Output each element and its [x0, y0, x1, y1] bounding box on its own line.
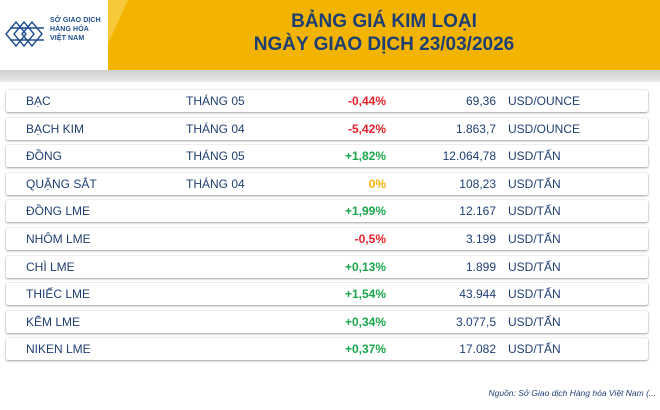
- commodity-name: BẠC: [26, 94, 51, 108]
- title-line-1: BẢNG GIÁ KIM LOẠI: [291, 11, 477, 32]
- price-change: +1,54%: [344, 287, 386, 302]
- price-value: 12.064,78: [442, 149, 496, 164]
- price-unit: USD/OUNCE: [508, 94, 581, 108]
- commodity-name: QUẶNG SẮT: [26, 176, 97, 191]
- price-change: +1,99%: [344, 204, 386, 219]
- logo-line-3: VIỆT NAM: [50, 35, 85, 42]
- price-change: -5,42%: [347, 121, 386, 136]
- price-change: -0,44%: [347, 94, 386, 108]
- price-change: +1,82%: [344, 149, 386, 164]
- commodity-name: THIẾC LME: [26, 287, 91, 302]
- table-row: THIẾC LME +1,54% 43.944 USD/TẤN: [6, 283, 648, 306]
- price-unit: USD/TẤN: [508, 259, 561, 274]
- price-unit: USD/OUNCE: [508, 121, 581, 136]
- price-value: 12.167: [459, 204, 496, 219]
- price-change: -0,5%: [354, 231, 386, 246]
- price-change: +0,37%: [344, 342, 386, 357]
- source-note: Nguồn: Sở Giao dịch Hàng hóa Việt Nam (.…: [488, 388, 656, 398]
- title-line-2: NGÀY GIAO DỊCH 23/03/2026: [253, 34, 515, 55]
- price-value: 3.077,5: [455, 314, 496, 329]
- price-unit: USD/TẤN: [508, 342, 561, 357]
- price-unit: USD/TẤN: [508, 176, 561, 191]
- commodity-name: NIKEN LME: [26, 342, 91, 357]
- logo-text: SỞ GIAO DỊCH HÀNG HÓA VIỆT NAM: [50, 16, 108, 43]
- price-change: 0%: [368, 176, 386, 191]
- commodity-name: NHÔM LME: [26, 231, 91, 246]
- price-value: 69,36: [465, 94, 496, 108]
- price-unit: USD/TẤN: [508, 149, 561, 164]
- header: SỞ GIAO DỊCH HÀNG HÓA VIỆT NAM BẢNG GIÁ …: [0, 0, 660, 70]
- price-value: 1.863,7: [455, 121, 496, 136]
- contract-month: THÁNG 04: [186, 121, 245, 136]
- price-value: 108,23: [459, 176, 496, 191]
- logo: SỞ GIAO DỊCH HÀNG HÓA VIỆT NAM: [0, 0, 108, 70]
- price-value: 1.899: [465, 259, 496, 274]
- price-value: 43.944: [459, 287, 496, 302]
- table-row: NIKEN LME +0,37% 17.082 USD/TẤN: [6, 338, 648, 361]
- commodity-name: ĐỒNG LME: [26, 204, 91, 219]
- contract-month: THÁNG 05: [186, 94, 245, 108]
- price-unit: USD/TẤN: [508, 287, 561, 302]
- commodity-name: BẠCH KIM: [26, 121, 85, 136]
- commodity-name: ĐỒNG: [26, 149, 62, 164]
- table-row: NHÔM LME -0,5% 3.199 USD/TẤN: [6, 227, 648, 250]
- table-row: ĐỒNG THÁNG 05 +1,82% 12.064,78 USD/TẤN: [6, 145, 648, 168]
- price-value: 3.199: [465, 231, 496, 246]
- price-value: 17.082: [459, 342, 496, 357]
- price-unit: USD/TẤN: [508, 231, 561, 246]
- table-row: QUẶNG SẮT THÁNG 04 0% 108,23 USD/TẤN: [6, 172, 648, 195]
- price-unit: USD/TẤN: [508, 204, 561, 219]
- contract-month: THÁNG 04: [186, 176, 245, 191]
- price-table: BẠC THÁNG 05 -0,44% 69,36 USD/OUNCE BẠCH KIM T…: [6, 90, 648, 366]
- header-divider: [0, 70, 660, 82]
- contract-month: THÁNG 05: [186, 149, 245, 164]
- logo-line-2: HÀNG HÓA: [50, 26, 89, 33]
- price-change: +0,34%: [344, 314, 386, 329]
- price-unit: USD/TẤN: [508, 314, 561, 329]
- commodity-name: CHÌ LME: [26, 259, 75, 274]
- table-row: BẠC THÁNG 05 -0,44% 69,36 USD/OUNCE: [6, 90, 648, 112]
- logo-line-1: SỞ GIAO DỊCH: [50, 17, 101, 24]
- commodity-name: KẼM LME: [26, 314, 81, 329]
- table-row: BẠCH KIM THÁNG 04 -5,42% 1.863,7 USD/OUNCE: [6, 117, 648, 140]
- table-row: ĐỒNG LME +1,99% 12.167 USD/TẤN: [6, 200, 648, 223]
- mxv-logo-icon: [5, 20, 44, 48]
- table-row: CHÌ LME +0,13% 1.899 USD/TẤN: [6, 255, 648, 278]
- page-title: BẢNG GIÁ KIM LOẠI NGÀY GIAO DỊCH 23/03/2…: [108, 10, 660, 56]
- price-change: +0,13%: [344, 259, 386, 274]
- table-row: KẼM LME +0,34% 3.077,5 USD/TẤN: [6, 310, 648, 333]
